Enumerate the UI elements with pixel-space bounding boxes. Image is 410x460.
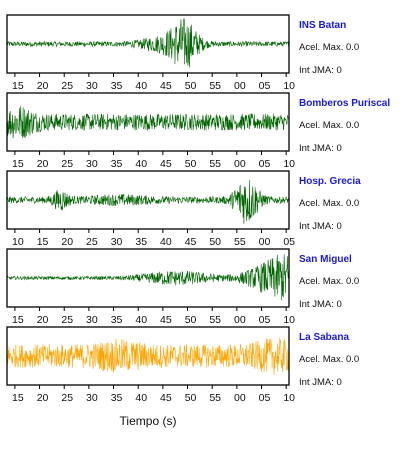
x-tick-label: 10 [283,392,295,404]
x-tick-label: 00 [234,80,246,92]
x-tick-label: 50 [185,392,197,404]
panel-frame [6,92,290,152]
x-tick-label: 50 [185,314,197,326]
x-tick-label: 35 [111,392,123,404]
x-tick-label: 20 [37,158,49,170]
x-tick-label: 05 [259,80,271,92]
jma-intensity: Int JMA: 0 [299,377,342,388]
x-tick-label: 25 [61,80,73,92]
jma-intensity: Int JMA: 0 [299,221,342,232]
panel-2: 15 20 25 30 35 40 45 50 55 00 05 10 Bomberos Purisca… [6,92,390,170]
x-tick-label: 15 [12,314,24,326]
panel-1: 15 20 25 30 35 40 45 50 55 00 05 10 INS Batan Acel. M… [6,14,359,92]
x-tick-label: 30 [86,314,98,326]
x-tick-label: 50 [185,80,197,92]
x-tick-label: 15 [12,158,24,170]
x-tick-label: 55 [234,236,246,248]
panels: 15 20 25 30 35 40 45 50 55 00 05 10 INS Batan Acel. M… [6,14,390,404]
x-tick-label: 30 [86,80,98,92]
x-tick-label: 40 [135,80,147,92]
x-tick-label: 55 [209,392,221,404]
panel-frame [6,326,290,386]
x-tick-label: 45 [160,314,172,326]
panel-5: 15 20 25 30 35 40 45 50 55 00 05 10 La Sabana Acel. M… [6,326,359,404]
panel-frame [6,248,290,308]
panel-frame [6,170,290,230]
x-tick-label: 45 [160,392,172,404]
waveform-trace [6,337,290,375]
x-tick-label: 05 [259,158,271,170]
accel-max: Acel. Max. 0.0 [299,354,359,365]
station-name: Bomberos Puriscal [299,98,390,109]
x-tick-label: 55 [209,158,221,170]
x-tick-label: 20 [37,314,49,326]
waveform-trace [6,180,290,224]
accel-max: Acel. Max. 0.0 [299,276,359,287]
x-tick-label: 25 [61,158,73,170]
x-tick-label: 45 [160,158,172,170]
x-tick-label: 25 [61,314,73,326]
x-tick-label: 40 [135,158,147,170]
x-tick-label: 50 [209,236,221,248]
x-tick-label: 00 [234,158,246,170]
x-tick-label: 50 [185,158,197,170]
x-tick-label: 20 [61,236,73,248]
x-tick-label: 15 [12,392,24,404]
x-tick-label: 30 [86,158,98,170]
panel-frame [6,14,290,74]
x-tick-label: 25 [61,392,73,404]
x-tick-label: 55 [209,314,221,326]
x-tick-label: 40 [160,236,172,248]
station-name: INS Batan [299,20,346,31]
waveform-trace [6,254,290,301]
x-tick-label: 00 [234,392,246,404]
accel-max: Acel. Max. 0.0 [299,198,359,209]
x-tick-label: 10 [283,314,295,326]
x-tick-label: 20 [37,392,49,404]
jma-intensity: Int JMA: 0 [299,299,342,310]
station-name: San Miguel [299,254,352,265]
x-tick-label: 05 [283,236,295,248]
x-tick-label: 10 [12,236,24,248]
x-tick-label: 15 [37,236,49,248]
x-tick-label: 30 [86,392,98,404]
x-axis-title: Tiempo (s) [120,414,177,428]
station-name: Hosp. Grecia [299,176,361,187]
x-tick-label: 00 [259,236,271,248]
x-tick-label: 15 [12,80,24,92]
x-tick-label: 00 [234,314,246,326]
panel-3: 10 15 20 25 30 35 40 45 50 55 00 05 Hosp. Grecia Acel… [6,170,361,248]
accel-max: Acel. Max. 0.0 [299,120,359,131]
x-tick-label: 40 [135,314,147,326]
x-tick-label: 40 [135,392,147,404]
waveform-trace [6,18,290,68]
x-tick-label: 35 [111,158,123,170]
jma-intensity: Int JMA: 0 [299,143,342,154]
x-tick-label: 30 [111,236,123,248]
x-tick-label: 35 [111,80,123,92]
x-tick-label: 45 [160,80,172,92]
x-tick-label: 05 [259,314,271,326]
x-tick-label: 05 [259,392,271,404]
x-tick-label: 25 [86,236,98,248]
x-tick-label: 35 [111,314,123,326]
station-name: La Sabana [299,332,349,343]
x-tick-label: 20 [37,80,49,92]
accel-max: Acel. Max. 0.0 [299,42,359,53]
x-tick-label: 45 [185,236,197,248]
panel-4: 15 20 25 30 35 40 45 50 55 00 05 10 San Miguel Acel. … [6,248,359,326]
waveform-trace [6,106,290,139]
x-tick-label: 10 [283,158,295,170]
x-tick-label: 10 [283,80,295,92]
x-tick-label: 55 [209,80,221,92]
jma-intensity: Int JMA: 0 [299,65,342,76]
x-tick-label: 35 [135,236,147,248]
